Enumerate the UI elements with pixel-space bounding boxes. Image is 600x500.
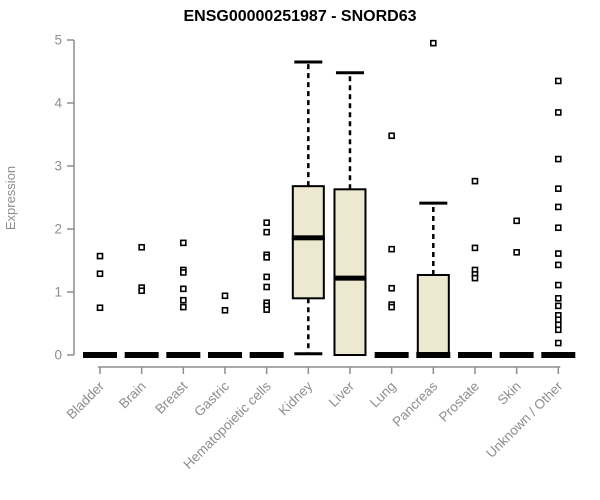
zero-median-bar	[83, 352, 117, 358]
median-line	[291, 235, 325, 241]
boxplot-gastric	[207, 292, 242, 358]
outlier-point	[388, 303, 395, 311]
outlier-point	[180, 269, 187, 276]
boxplot-unknown-other	[541, 77, 576, 358]
chart-title: ENSG00000251987 - SNORD63	[183, 8, 416, 25]
y-tick-label: 4	[54, 96, 62, 111]
x-category-label: Brain	[116, 379, 149, 412]
x-category-label: Lung	[367, 379, 399, 411]
outlier-point	[554, 339, 562, 347]
median-line	[333, 275, 367, 281]
zero-median-bar	[166, 352, 201, 358]
outlier-point	[180, 296, 187, 304]
outlier-point	[388, 284, 395, 292]
outlier-point	[513, 249, 520, 256]
outlier-point	[263, 254, 270, 261]
outlier-point	[554, 302, 562, 310]
boxplot-prostate	[457, 177, 492, 358]
outlier-point	[263, 306, 270, 313]
x-category-label: Kidney	[276, 378, 316, 418]
outlier-point	[221, 306, 229, 314]
outlier-point	[554, 203, 562, 211]
plot-area	[83, 39, 576, 358]
x-category-label: Bladder	[64, 378, 108, 422]
outlier-point	[554, 155, 562, 163]
x-category-label: Liver	[326, 378, 358, 410]
zero-median-bar	[541, 352, 576, 358]
boxplot-pancreas	[416, 39, 451, 358]
outlier-point	[554, 250, 562, 257]
outlier-point	[554, 261, 562, 269]
zero-median-bar	[457, 352, 492, 358]
outlier-point	[96, 252, 104, 260]
outlier-point	[388, 245, 395, 253]
outlier-point	[263, 283, 270, 291]
outlier-point	[554, 326, 562, 334]
outlier-point	[554, 224, 562, 232]
outlier-point	[96, 270, 104, 278]
x-category-label: Pancreas	[389, 378, 440, 429]
zero-median-bar	[207, 352, 242, 358]
boxplot-skin	[499, 217, 534, 358]
x-category-label: Gastric	[191, 378, 232, 419]
boxplot-kidney	[291, 60, 325, 356]
boxplot-brain	[124, 243, 159, 358]
outlier-point	[180, 285, 187, 293]
y-tick-label: 0	[54, 348, 62, 363]
outlier-point	[96, 304, 104, 312]
outlier-point	[513, 217, 520, 225]
box	[291, 185, 325, 300]
zero-median-bar	[374, 352, 409, 358]
y-tick-label: 2	[54, 222, 62, 237]
outlier-point	[554, 281, 562, 289]
outlier-point	[263, 228, 270, 236]
zero-median-bar	[499, 352, 534, 358]
zero-median-bar	[124, 352, 159, 358]
y-tick-label: 1	[54, 285, 62, 300]
outlier-point	[554, 294, 562, 302]
outlier-point	[554, 77, 562, 85]
outlier-point	[554, 185, 562, 192]
outlier-point	[471, 244, 479, 252]
boxplot-liver	[333, 71, 367, 356]
median-line	[416, 352, 451, 358]
boxplot-breast	[166, 239, 201, 358]
y-tick-label: 3	[54, 159, 62, 174]
boxplot-bladder	[83, 252, 117, 358]
outlier-point	[263, 273, 270, 281]
outlier-point	[471, 274, 479, 282]
boxplot-lung	[374, 132, 409, 358]
outlier-point	[138, 287, 145, 295]
outlier-point	[471, 177, 479, 185]
x-category-label: Prostate	[436, 379, 482, 425]
outlier-point	[554, 109, 562, 116]
outlier-point	[388, 132, 395, 140]
outlier-point	[263, 219, 270, 226]
outlier-point	[180, 239, 187, 247]
x-category-label: Breast	[152, 378, 190, 416]
box	[333, 188, 367, 356]
x-category-label: Unknown / Other	[483, 378, 566, 461]
outlier-point	[221, 292, 229, 300]
y-tick-label: 5	[54, 33, 62, 48]
boxplot-hematopoietic-cells	[249, 219, 284, 358]
zero-median-bar	[249, 352, 284, 358]
y-axis-label: Expression	[3, 166, 18, 230]
outlier-point	[180, 303, 187, 311]
x-category-label: Skin	[495, 379, 524, 408]
outlier-point	[138, 243, 145, 251]
outlier-point	[430, 39, 437, 47]
box	[416, 273, 450, 356]
